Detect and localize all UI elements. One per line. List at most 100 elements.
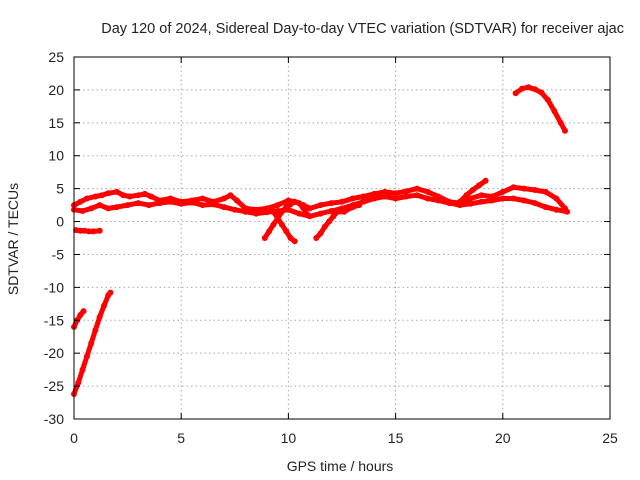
- series-dip-near-11.5h: [313, 202, 363, 241]
- data-point: [414, 192, 420, 199]
- x-tick-label: 0: [70, 430, 78, 446]
- y-tick-label: -30: [44, 411, 64, 427]
- data-point: [519, 85, 526, 92]
- data-point: [356, 202, 363, 209]
- data-point: [482, 177, 489, 184]
- data-point: [79, 366, 86, 373]
- data-point: [199, 195, 206, 202]
- data-point: [287, 235, 294, 241]
- y-tick-label: 5: [56, 181, 64, 197]
- grid-lines: [74, 57, 610, 419]
- data-point: [264, 209, 270, 216]
- data-point: [424, 195, 431, 202]
- series-rise-19h: [456, 177, 489, 205]
- data-point: [75, 379, 82, 386]
- data-point: [148, 193, 155, 200]
- data-point: [446, 200, 453, 207]
- data-point: [296, 210, 303, 217]
- data-point: [317, 202, 324, 209]
- y-tick-label: -15: [44, 312, 64, 328]
- data-point: [521, 197, 528, 204]
- data-point: [105, 205, 112, 212]
- data-point: [339, 198, 345, 205]
- axis-ticks: 0 5 10 15 20 25 -30 -25 -20 -15 -10 -5 0 5 10 15 20 25: [44, 49, 618, 446]
- data-point: [532, 187, 538, 193]
- data-point: [291, 238, 298, 245]
- data-point: [98, 192, 105, 199]
- data-point: [499, 195, 506, 202]
- series-line: [71, 290, 113, 397]
- series-steep-descent: [71, 289, 114, 397]
- data-point: [381, 193, 388, 200]
- data-point: [124, 202, 131, 209]
- data-point: [227, 192, 234, 199]
- data-point: [328, 208, 335, 214]
- data-point: [96, 314, 103, 320]
- data-point: [557, 119, 564, 126]
- data-point: [456, 198, 463, 205]
- data-point: [349, 204, 356, 211]
- data-point: [371, 195, 378, 202]
- data-point: [296, 200, 303, 207]
- chart-title: Day 120 of 2024, Sidereal Day-to-day VTE…: [101, 21, 624, 37]
- data-point: [270, 208, 277, 215]
- data-point: [105, 190, 112, 197]
- y-tick-label: 20: [48, 82, 64, 98]
- data-point: [489, 197, 496, 204]
- data-point: [326, 218, 333, 225]
- data-point: [77, 227, 84, 234]
- data-point: [83, 353, 90, 360]
- data-point: [141, 190, 148, 197]
- plot-area-border: [73, 56, 611, 420]
- data-point: [360, 198, 367, 205]
- series-short-segment: [71, 308, 87, 330]
- data-point: [86, 228, 92, 235]
- data-point: [253, 210, 260, 217]
- data-point: [304, 212, 311, 218]
- data-point: [525, 84, 532, 91]
- data-point: [499, 188, 506, 195]
- data-point: [306, 205, 313, 212]
- data-point: [510, 195, 517, 202]
- data-point: [300, 205, 307, 212]
- x-tick-label: 10: [281, 430, 297, 446]
- data-point: [562, 127, 568, 134]
- y-tick-label: -25: [44, 378, 64, 394]
- data-point: [113, 188, 120, 195]
- data-point: [328, 200, 335, 207]
- x-tick-label: 25: [602, 430, 618, 446]
- data-point: [83, 195, 90, 202]
- data-point: [403, 188, 410, 195]
- data-point: [467, 200, 474, 207]
- data-point: [341, 208, 348, 215]
- data-point: [199, 202, 206, 209]
- data-point: [126, 193, 133, 200]
- data-point: [88, 205, 95, 212]
- data-point: [279, 221, 285, 228]
- data-point: [317, 230, 324, 237]
- data-point: [210, 201, 217, 208]
- data-point: [371, 190, 378, 197]
- data-point: [510, 184, 517, 191]
- data-point: [424, 188, 431, 195]
- data-point: [96, 202, 103, 209]
- y-tick-label: 15: [48, 115, 64, 131]
- data-point: [532, 86, 538, 93]
- y-axis-label: SDTVAR / TECUs: [5, 183, 21, 295]
- data-point: [538, 89, 545, 96]
- data-point: [266, 228, 273, 235]
- data-point: [221, 195, 228, 202]
- data-point: [96, 227, 103, 234]
- series-segment-early: [73, 227, 103, 235]
- data-point: [553, 195, 560, 202]
- data-point: [79, 208, 86, 214]
- data-point: [135, 192, 142, 199]
- y-tick-label: -5: [52, 246, 65, 262]
- data-point: [476, 182, 483, 189]
- data-point: [113, 204, 120, 211]
- data-point: [392, 190, 399, 197]
- data-point: [283, 228, 290, 235]
- x-tick-label: 20: [495, 430, 511, 446]
- data-point: [77, 198, 84, 205]
- data-point: [321, 223, 328, 230]
